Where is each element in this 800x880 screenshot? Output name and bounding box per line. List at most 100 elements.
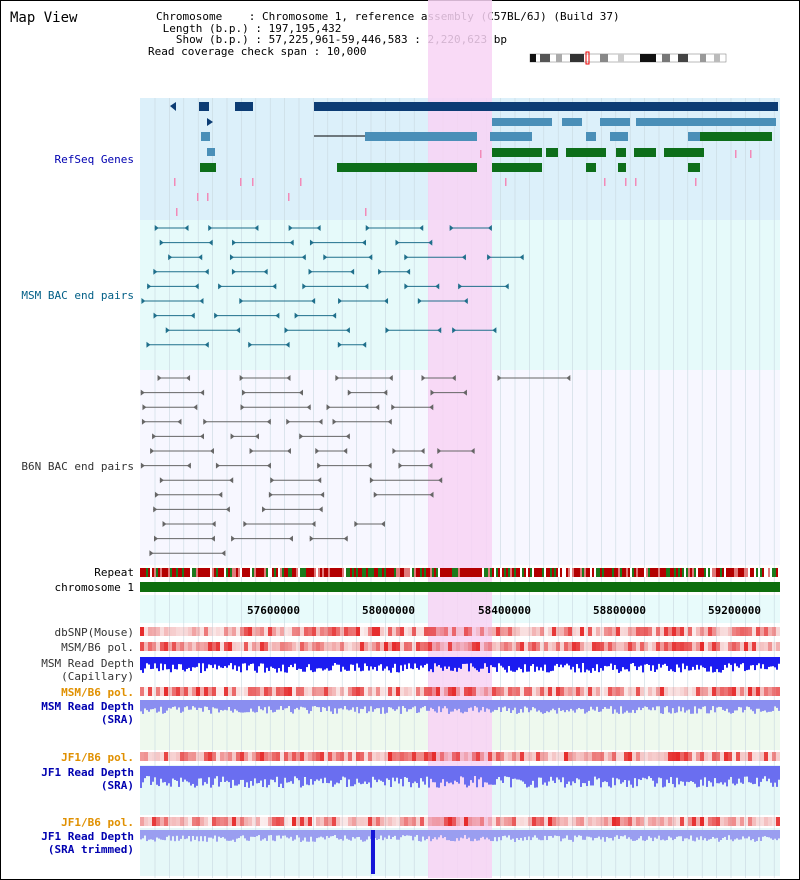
repeat-segment — [684, 568, 686, 577]
chromosome-bar[interactable] — [140, 582, 780, 592]
track-label-jf1-depth-sra[interactable]: JF1 Read Depth (SRA) — [41, 766, 134, 792]
heat-cell — [680, 752, 684, 761]
track-label-jf1-pol-2[interactable]: JF1/B6 pol. — [61, 816, 134, 829]
depth-bar — [334, 766, 336, 785]
read-depth-bars[interactable] — [140, 657, 780, 874]
heat-cell — [716, 642, 720, 651]
heat-cell — [676, 817, 680, 826]
depth-bar — [630, 766, 632, 785]
gene-feature[interactable] — [634, 148, 656, 157]
heat-cell — [352, 817, 356, 826]
track-label-b6n-bac[interactable]: B6N BAC end pairs — [21, 460, 134, 473]
gene-feature[interactable] — [586, 132, 596, 141]
track-label-refseq[interactable]: RefSeq Genes — [54, 153, 134, 166]
gene-feature[interactable] — [314, 102, 778, 111]
depth-bar — [218, 657, 220, 666]
msm-bac-end-pairs[interactable] — [141, 225, 524, 348]
depth-bar — [436, 700, 438, 713]
depth-bar — [146, 657, 148, 664]
depth-bar — [750, 657, 752, 666]
repeat-segment — [614, 568, 616, 577]
track-label-chromosome[interactable]: chromosome 1 — [54, 581, 134, 594]
polymorphism-heat-strips[interactable] — [140, 627, 780, 826]
gene-feature[interactable] — [562, 118, 582, 126]
gene-feature[interactable] — [636, 118, 776, 126]
heat-cell — [672, 752, 676, 761]
depth-bar — [140, 766, 142, 788]
depth-bar — [640, 766, 642, 781]
depth-bar — [726, 657, 728, 668]
gene-feature[interactable] — [490, 132, 532, 141]
heat-cell — [476, 752, 480, 761]
depth-bar — [628, 830, 630, 838]
depth-bar — [672, 766, 674, 785]
track-label-msm-depth-sra[interactable]: MSM Read Depth (SRA) — [41, 700, 134, 726]
heat-cell — [368, 817, 372, 826]
gene-feature[interactable] — [337, 163, 477, 172]
gene-feature[interactable] — [365, 132, 477, 141]
track-label-repeat[interactable]: Repeat — [94, 566, 134, 579]
repeat-segment — [456, 568, 458, 577]
track-label-jf1-pol-1[interactable]: JF1/B6 pol. — [61, 751, 134, 764]
heat-cell — [476, 627, 480, 636]
gene-feature[interactable] — [200, 163, 216, 172]
heat-cell — [376, 642, 380, 651]
gene-feature[interactable] — [546, 148, 558, 157]
bac-end-marker — [302, 283, 307, 290]
depth-bar — [510, 766, 512, 788]
depth-bar — [294, 700, 296, 710]
gene-feature[interactable] — [610, 132, 628, 141]
pink-marker — [750, 150, 752, 158]
gene-feature[interactable] — [700, 132, 772, 141]
gene-feature[interactable] — [688, 163, 700, 172]
bac-end-marker — [286, 448, 291, 454]
gene-feature[interactable] — [492, 118, 552, 126]
gene-feature[interactable] — [170, 102, 176, 111]
heat-cell — [288, 817, 292, 826]
heat-cell — [324, 627, 328, 636]
heat-cell — [532, 642, 536, 651]
gene-feature[interactable] — [492, 163, 542, 172]
pink-marker — [207, 193, 209, 201]
refseq-genes[interactable] — [170, 102, 778, 216]
gene-feature[interactable] — [207, 148, 215, 156]
gene-feature[interactable] — [616, 148, 626, 157]
chromosome-ideogram[interactable] — [529, 51, 727, 65]
heat-cell — [320, 642, 324, 651]
repeat-track[interactable] — [140, 568, 780, 577]
gene-feature[interactable] — [586, 163, 596, 172]
heat-cell — [640, 642, 644, 651]
track-label-jf1-depth-trim[interactable]: JF1 Read Depth (SRA trimmed) — [41, 830, 134, 856]
heat-cell — [528, 687, 532, 696]
b6n-bac-end-pairs[interactable] — [140, 375, 571, 557]
depth-bar — [216, 657, 218, 670]
gene-feature[interactable] — [492, 148, 542, 157]
gene-feature[interactable] — [600, 118, 630, 126]
track-label-msm-depth-cap[interactable]: MSM Read Depth (Capillary) — [41, 657, 134, 683]
gene-feature[interactable] — [566, 148, 606, 157]
gene-feature[interactable] — [207, 118, 213, 126]
heat-cell — [724, 817, 728, 826]
gene-feature[interactable] — [201, 132, 210, 141]
track-label-msm-bac[interactable]: MSM BAC end pairs — [21, 289, 134, 302]
track-label-msm-pol-1[interactable]: MSM/B6 pol. — [61, 641, 134, 654]
heat-cell — [612, 752, 616, 761]
heat-cell — [508, 687, 512, 696]
depth-bar — [522, 700, 524, 713]
gene-feature[interactable] — [199, 102, 209, 111]
depth-bar — [634, 700, 636, 714]
heat-cell — [440, 642, 444, 651]
track-label-msm-pol-2[interactable]: MSM/B6 pol. — [61, 686, 134, 699]
depth-bar — [512, 766, 514, 779]
gene-feature[interactable] — [235, 102, 253, 111]
depth-bar — [730, 657, 732, 665]
gene-feature[interactable] — [664, 148, 704, 157]
gene-feature[interactable] — [688, 132, 700, 141]
selected-region-highlight[interactable] — [428, 0, 492, 878]
repeat-segment — [330, 568, 332, 577]
gene-feature[interactable] — [618, 163, 626, 172]
heat-cell — [184, 627, 188, 636]
depth-bar — [360, 657, 362, 672]
track-label-dbsnp[interactable]: dbSNP(Mouse) — [54, 626, 134, 639]
